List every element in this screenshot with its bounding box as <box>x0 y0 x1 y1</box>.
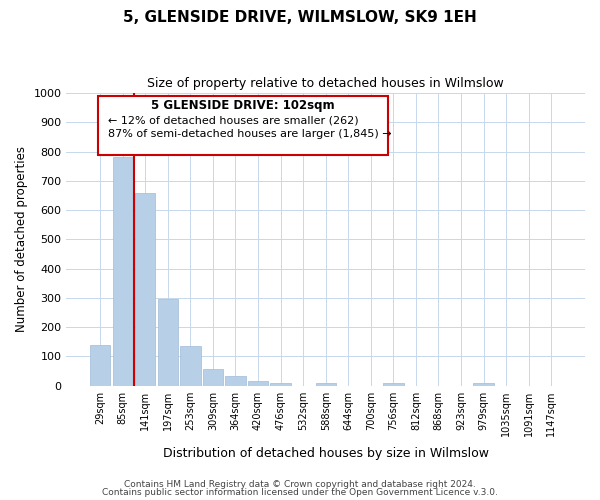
Bar <box>226 376 245 386</box>
Title: Size of property relative to detached houses in Wilmslow: Size of property relative to detached ho… <box>148 78 504 90</box>
Bar <box>113 158 133 386</box>
Text: 5, GLENSIDE DRIVE, WILMSLOW, SK9 1EH: 5, GLENSIDE DRIVE, WILMSLOW, SK9 1EH <box>123 10 477 25</box>
Bar <box>135 192 155 386</box>
Y-axis label: Number of detached properties: Number of detached properties <box>15 146 28 332</box>
Bar <box>248 380 268 386</box>
Bar <box>90 344 110 386</box>
FancyBboxPatch shape <box>98 96 388 154</box>
Bar <box>271 384 291 386</box>
X-axis label: Distribution of detached houses by size in Wilmslow: Distribution of detached houses by size … <box>163 447 489 460</box>
Text: 5 GLENSIDE DRIVE: 102sqm: 5 GLENSIDE DRIVE: 102sqm <box>151 99 335 112</box>
Bar <box>316 384 336 386</box>
Bar <box>473 384 494 386</box>
Text: ← 12% of detached houses are smaller (262)
87% of semi-detached houses are large: ← 12% of detached houses are smaller (26… <box>108 115 392 139</box>
Bar <box>383 384 404 386</box>
Bar <box>158 300 178 386</box>
Text: Contains public sector information licensed under the Open Government Licence v.: Contains public sector information licen… <box>102 488 498 497</box>
Bar <box>203 369 223 386</box>
Bar <box>180 346 200 386</box>
Text: Contains HM Land Registry data © Crown copyright and database right 2024.: Contains HM Land Registry data © Crown c… <box>124 480 476 489</box>
